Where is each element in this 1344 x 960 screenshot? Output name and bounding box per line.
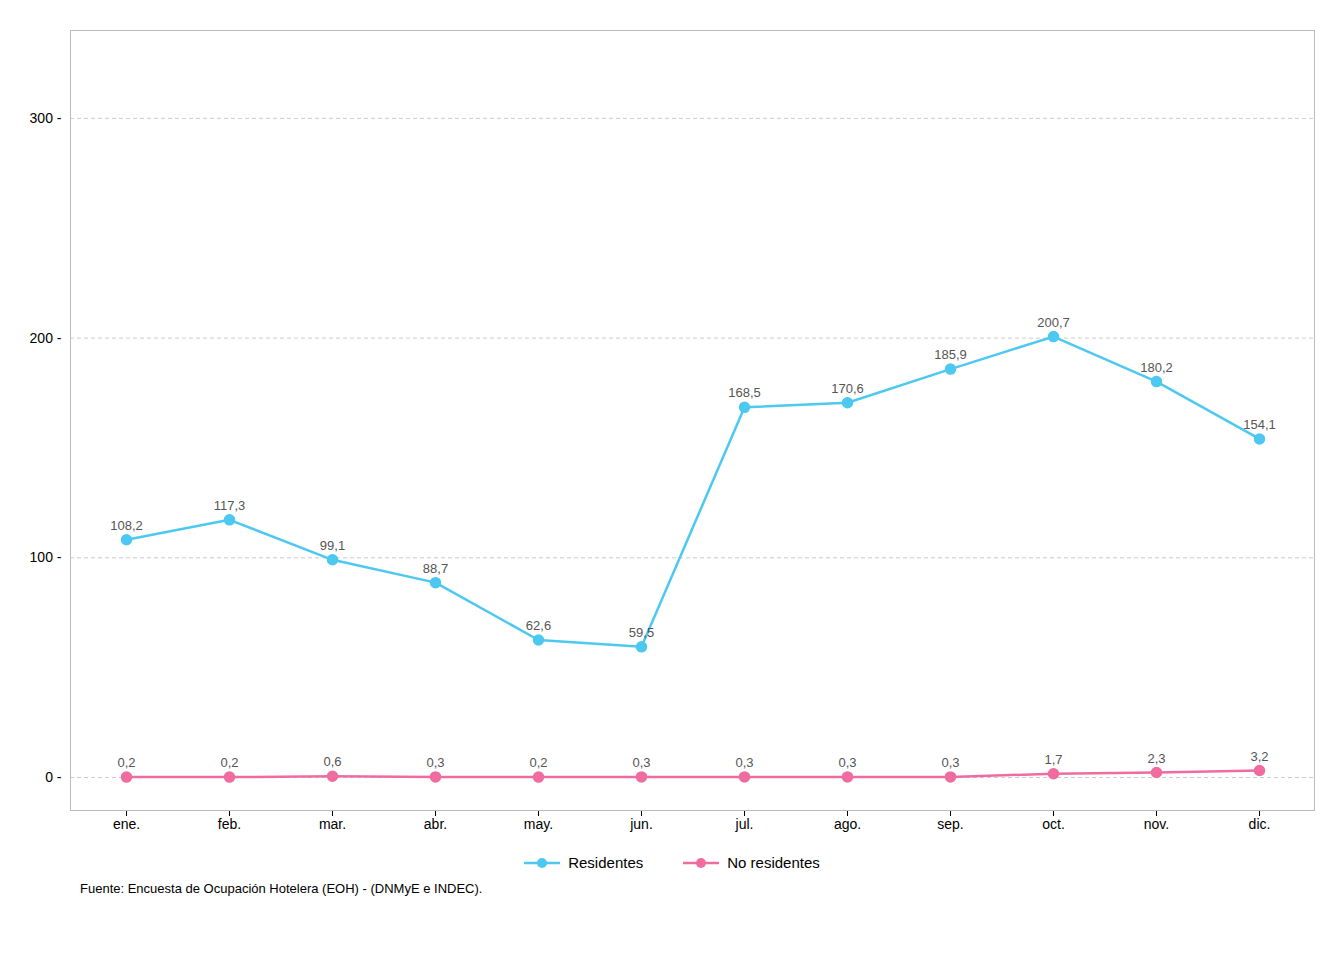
svg-text:0,6: 0,6 [323, 754, 341, 769]
svg-text:108,2: 108,2 [110, 518, 143, 533]
svg-text:may.: may. [524, 816, 553, 832]
svg-text:88,7: 88,7 [423, 561, 448, 576]
svg-text:jul.: jul. [735, 816, 754, 832]
svg-text:2,3: 2,3 [1147, 751, 1165, 766]
svg-text:sep.: sep. [937, 816, 963, 832]
svg-text:0,3: 0,3 [632, 755, 650, 770]
svg-text:feb.: feb. [218, 816, 241, 832]
svg-text:154,1: 154,1 [1243, 417, 1276, 432]
svg-text:0,3: 0,3 [735, 755, 753, 770]
svg-text:200,7: 200,7 [1037, 315, 1070, 330]
html-text:Residentes: Residentes [568, 854, 644, 871]
svg-text:99,1: 99,1 [320, 538, 345, 553]
svg-text:200 -: 200 - [30, 330, 62, 346]
svg-text:180,2: 180,2 [1140, 360, 1173, 375]
svg-text:170,6: 170,6 [831, 381, 864, 396]
svg-text:0 -: 0 - [45, 769, 62, 785]
svg-text:168,5: 168,5 [728, 385, 761, 400]
svg-text:185,9: 185,9 [934, 347, 967, 362]
svg-text:0,3: 0,3 [838, 755, 856, 770]
html-text:Fuente: Encuesta de Ocupación: Fuente: Encuesta de Ocupación Hotelera (… [80, 881, 483, 896]
svg-text:nov.: nov. [1144, 816, 1169, 832]
svg-text:mar.: mar. [319, 816, 346, 832]
svg-text:300 -: 300 - [30, 110, 62, 126]
svg-text:jun.: jun. [629, 816, 653, 832]
svg-text:3,2: 3,2 [1250, 749, 1268, 764]
svg-text:100 -: 100 - [30, 549, 62, 565]
svg-text:117,3: 117,3 [214, 498, 246, 513]
svg-text:1,7: 1,7 [1044, 752, 1062, 767]
svg-text:0,2: 0,2 [529, 755, 547, 770]
svg-text:ago.: ago. [834, 816, 861, 832]
svg-text:59,5: 59,5 [629, 625, 654, 640]
svg-text:0,3: 0,3 [941, 755, 959, 770]
html-text:No residentes: No residentes [727, 854, 820, 871]
svg-text:0,2: 0,2 [117, 755, 135, 770]
svg-text:62,6: 62,6 [526, 618, 551, 633]
svg-text:ene.: ene. [113, 816, 140, 832]
svg-text:oct.: oct. [1042, 816, 1065, 832]
svg-text:abr.: abr. [424, 816, 447, 832]
svg-text:0,2: 0,2 [220, 755, 238, 770]
svg-text:0,3: 0,3 [426, 755, 444, 770]
svg-text:dic.: dic. [1249, 816, 1271, 832]
